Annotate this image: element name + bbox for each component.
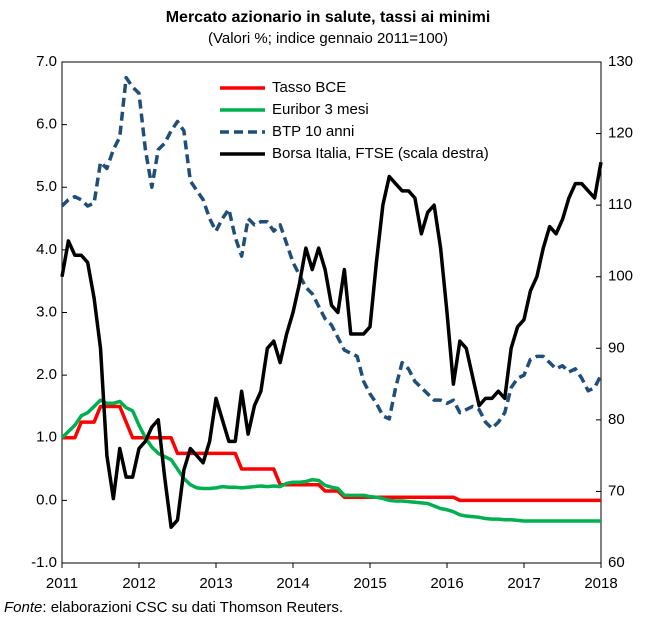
series-line <box>62 404 601 503</box>
x-tick-label: 2013 <box>199 575 232 592</box>
y2-tick-label: 100 <box>608 268 633 285</box>
source-text: : elaborazioni CSC su dati Thomson Reute… <box>42 599 343 616</box>
source-label: Fonte <box>4 599 42 616</box>
y-tick-label: 3.0 <box>36 303 57 320</box>
y2-tick-label: 80 <box>608 411 625 428</box>
series-line <box>60 398 601 523</box>
y-tick-label: 6.0 <box>36 116 57 133</box>
y-tick-label: 5.0 <box>36 178 57 195</box>
legend-label: Borsa Italia, FTSE (scala destra) <box>272 145 489 162</box>
x-tick-label: 2011 <box>46 575 78 592</box>
source: Fonte: elaborazioni CSC su dati Thomson … <box>4 599 343 616</box>
y-tick-label: 0.0 <box>36 491 57 508</box>
x-tick-label: 2014 <box>276 575 309 592</box>
x-tick-label: 2012 <box>122 575 155 592</box>
y-tick-label: 1.0 <box>36 429 57 446</box>
y2-tick-label: 130 <box>608 53 633 70</box>
legend-label: Euribor 3 mesi <box>272 101 369 118</box>
x-tick-label: 2017 <box>507 575 540 592</box>
y-tick-label: 7.0 <box>36 53 57 70</box>
y2-tick-label: 110 <box>608 196 632 213</box>
y2-tick-label: 60 <box>608 554 625 571</box>
chart-subtitle: (Valori %; indice gennaio 2011=100) <box>208 30 448 47</box>
x-tick-label: 2015 <box>353 575 386 592</box>
chart-title: Mercato azionario in salute, tassi ai mi… <box>166 9 491 26</box>
y-tick-label: 4.0 <box>36 241 57 258</box>
x-tick-label: 2018 <box>584 575 617 592</box>
legend-label: Tasso BCE <box>272 79 346 96</box>
y2-tick-label: 90 <box>608 339 625 356</box>
series-line <box>60 161 603 529</box>
series-line <box>60 75 603 431</box>
legend-label: BTP 10 anni <box>272 123 354 140</box>
y-tick-label: 2.0 <box>36 366 57 383</box>
x-tick-label: 2016 <box>430 575 463 592</box>
y-tick-label: -1.0 <box>31 554 57 571</box>
y2-tick-label: 120 <box>608 125 633 142</box>
y2-tick-label: 70 <box>608 482 625 499</box>
